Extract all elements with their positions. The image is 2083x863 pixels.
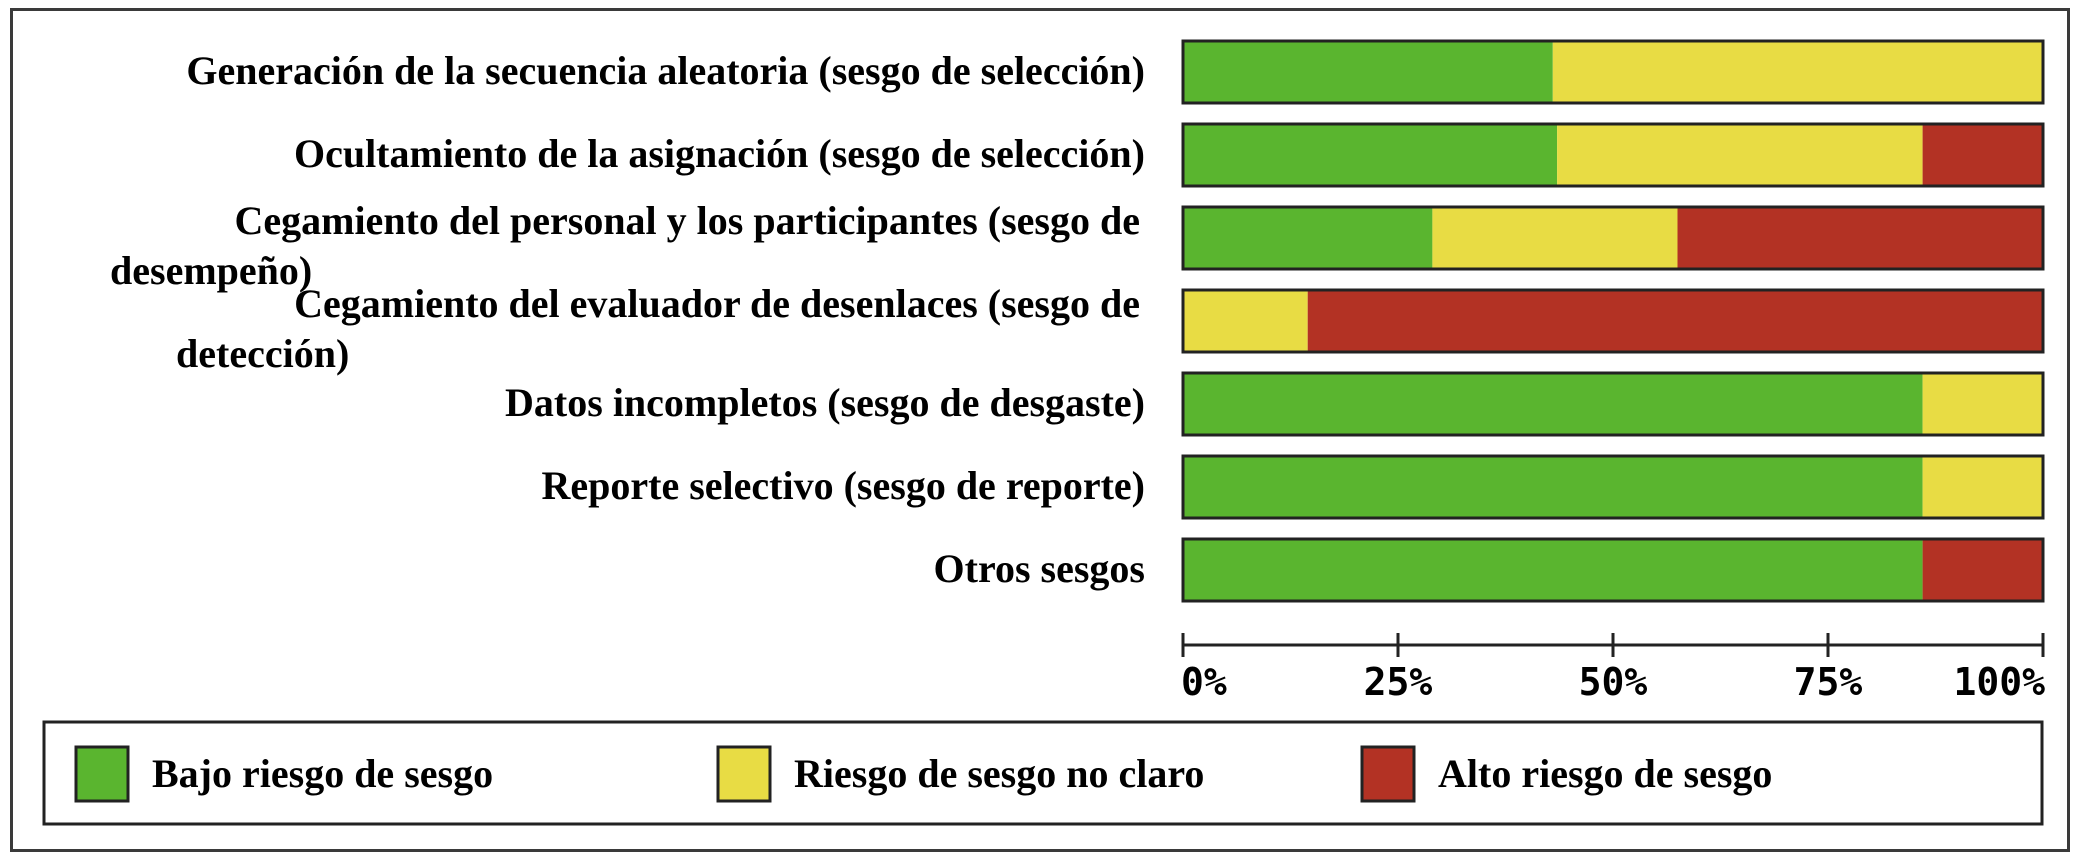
bar-segment [1922,456,2043,518]
legend-label: Bajo riesgo de sesgo [152,751,493,796]
bar-outline [1181,371,2045,437]
bar-segment [1183,41,1553,103]
category-label: Otros sesgos [934,546,1145,591]
category-label: Reporte selectivo (sesgo de reporte) [542,463,1145,508]
bar-segment [1307,290,2043,352]
bar-segment [1183,290,1308,352]
category-label: Cegamiento del evaluador de desenlaces (… [294,281,1140,326]
category-label: Cegamiento del personal y los participan… [234,198,1140,243]
category-label-continued: desempeño) [110,248,312,293]
x-tick-label: 75% [1794,660,1863,704]
category-label: Generación de la secuencia aleatoria (se… [186,48,1145,93]
legend-label: Alto riesgo de sesgo [1438,751,1772,796]
x-tick-label: 50% [1579,660,1648,704]
bar-outline [1181,288,2045,354]
legend-swatch [1360,745,1416,803]
legend-swatch [74,745,130,803]
bar-outline [1181,454,2045,520]
bar-segment [1552,41,2043,103]
bar-segment [1183,539,1923,601]
bar-segment [1922,124,2043,186]
category-label-continued: detección) [176,331,349,376]
category-label: Datos incompletos (sesgo de desgaste) [505,380,1145,425]
bar-segment [1557,124,1923,186]
bar-outline [1181,39,2045,105]
bar-segment [1922,373,2043,435]
bar-segment [1183,456,1923,518]
bar-outline [1181,205,2045,271]
bar-outline [1181,122,2045,188]
bar-segment [1677,207,2043,269]
category-label: Ocultamiento de la asignación (sesgo de … [294,131,1145,176]
bar-segment [1432,207,1678,269]
bar-outline [1181,537,2045,603]
legend-box [42,720,2044,826]
bar-segment [1183,124,1558,186]
x-tick-label: 25% [1364,660,1433,704]
bar-segment [1922,539,2043,601]
x-tick-label: 100% [1953,660,2045,704]
legend-swatch [716,745,772,803]
x-tick-label: 0% [1181,660,1227,704]
bar-segment [1183,373,1923,435]
bar-segment [1183,207,1433,269]
legend-label: Riesgo de sesgo no claro [794,751,1204,796]
